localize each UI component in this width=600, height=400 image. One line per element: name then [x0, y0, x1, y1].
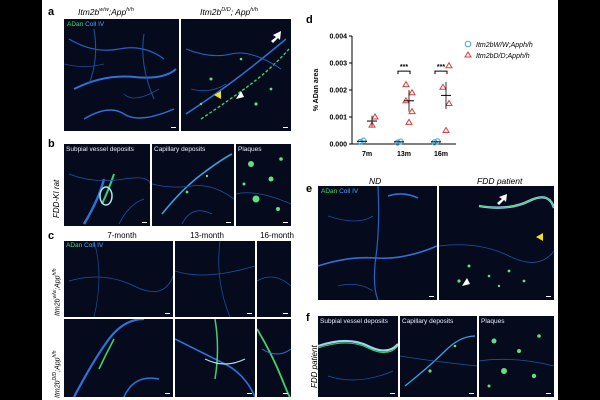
scale-bar: [165, 392, 170, 394]
panel-a-image-wt: ADan Coll IV: [64, 19, 179, 131]
data-point-ki: [408, 88, 416, 96]
panel-c-wt-13m: [175, 241, 255, 317]
data-point-wt: [357, 138, 364, 145]
data-point-wt: [431, 139, 438, 146]
data-point-wt: [394, 139, 401, 146]
data-point-ki: [442, 126, 450, 133]
panel-b-side-label: FDD-KI rat: [52, 179, 61, 218]
panel-e-header-nd: ND: [369, 176, 382, 186]
scale-bar: [390, 392, 395, 394]
y-tick-label: 0.002: [329, 88, 347, 95]
legend-marker-wt: [464, 40, 472, 48]
significance-stars: ***: [400, 64, 408, 71]
legend-label-wt: Itm2bW/W;Apph/h: [476, 42, 533, 49]
scale-bar: [142, 221, 147, 223]
panel-b-tile-plaques: Plaques: [236, 144, 291, 226]
panel-c-legend: ADan Coll IV: [66, 242, 104, 249]
data-point-wt: [360, 137, 367, 144]
chart-adan-area: 0.000 0.001 0.002 0.003 0.004 % ADan area 7m 13…: [313, 34, 533, 159]
panel-label-e: e: [306, 183, 313, 195]
panel-f-tile-capillary: Capillary deposits: [400, 316, 477, 397]
panel-e-header-fdd: FDD patient: [477, 176, 523, 186]
scale-bar: [171, 126, 176, 128]
panel-label-f: f: [306, 312, 310, 324]
panel-b-tile-label: Subpial vessel deposits: [66, 146, 134, 153]
scale-bar: [546, 392, 551, 394]
data-point-ki: [408, 107, 416, 115]
data-point-ki: [405, 118, 413, 125]
panel-c-ki-16m: [257, 319, 291, 397]
scale-bar: [165, 312, 170, 314]
data-point-ki: [439, 83, 447, 90]
panel-a-header-ki: Itm2bD/D; Apph/h: [200, 7, 258, 17]
panel-f-tile-label: Plaques: [481, 318, 505, 325]
data-point-wt: [434, 138, 441, 145]
panel-label-c: c: [48, 230, 55, 242]
scale-bar: [247, 392, 252, 394]
significance-bracket: [397, 70, 411, 75]
y-tick-label: 0.004: [329, 34, 347, 41]
scale-bar: [283, 312, 288, 314]
panel-f-tile-plaques: Plaques: [479, 316, 554, 397]
panel-a-header-wt: Itm2bw/w;Apph/h: [78, 7, 134, 17]
scale-bar: [283, 392, 288, 394]
scale-bar: [469, 392, 474, 394]
y-tick-label: 0.003: [329, 61, 347, 68]
panel-b-tile-label: Capillary deposits: [154, 146, 206, 153]
panel-e-image-nd: ADan Coll IV: [318, 186, 437, 300]
panel-c-wt-7m: ADan Coll IV: [64, 241, 173, 317]
scale-bar: [546, 295, 551, 297]
data-point-ki: [445, 99, 453, 106]
panel-b-tile-capillary: Capillary deposits: [152, 144, 234, 226]
legend-marker-ki: [464, 51, 472, 58]
significance-stars: ***: [437, 64, 445, 71]
panel-f-tile-label: Capillary deposits: [402, 318, 454, 325]
panel-e-image-fdd: [439, 186, 554, 300]
panel-a-image-ki: [181, 19, 291, 131]
panel-c-row-label-wt: Itm2bw/w;Apph/h: [52, 268, 62, 317]
x-tick-label: 16m: [434, 151, 448, 158]
panel-c-ki-13m: [175, 319, 255, 397]
panel-b-tile-subpial: Subpial vessel deposits: [64, 144, 150, 226]
panel-b-tile-label: Plaques: [238, 146, 262, 153]
data-point-ki: [368, 121, 376, 128]
scale-bar: [226, 221, 231, 223]
x-tick-label: 13m: [397, 151, 411, 158]
panel-label-d: d: [306, 14, 313, 26]
scale-bar: [247, 312, 252, 314]
figure-panel: a Itm2bw/w;Apph/h Itm2bD/D; Apph/h ADan …: [42, 0, 558, 400]
y-axis-label: % ADan area: [313, 69, 320, 112]
panel-e-legend: ADan Coll IV: [321, 188, 359, 195]
panel-c-col-7m: 7-month: [107, 231, 137, 240]
data-point-ki: [445, 61, 453, 69]
panel-c-wt-16m: [257, 241, 291, 317]
scale-bar: [283, 126, 288, 128]
scale-bar: [283, 221, 288, 223]
y-tick-label: 0.001: [329, 115, 347, 122]
panel-c-col-13m: 13-month: [190, 231, 224, 240]
panel-f-tile-subpial: Subpial vessel deposits: [318, 316, 398, 397]
legend-label-ki: Itm2bD/D;Apph/h: [476, 53, 530, 60]
panel-c-row-label-ki: Itm2bD/D;Apph/h: [52, 350, 62, 399]
panel-c-ki-7m: [64, 319, 173, 397]
significance-bracket: [434, 70, 448, 75]
x-tick-label: 7m: [362, 151, 372, 158]
panel-label-b: b: [48, 138, 55, 150]
panel-f-tile-label: Subpial vessel deposits: [320, 318, 388, 325]
data-point-ki: [402, 80, 410, 88]
data-point-ki: [371, 113, 379, 120]
panel-a-legend: ADan Coll IV: [67, 21, 105, 28]
panel-c-col-16m: 16-month: [260, 231, 294, 240]
y-tick-label: 0.000: [329, 142, 347, 149]
panel-label-a: a: [48, 6, 55, 18]
scale-bar: [429, 295, 434, 297]
